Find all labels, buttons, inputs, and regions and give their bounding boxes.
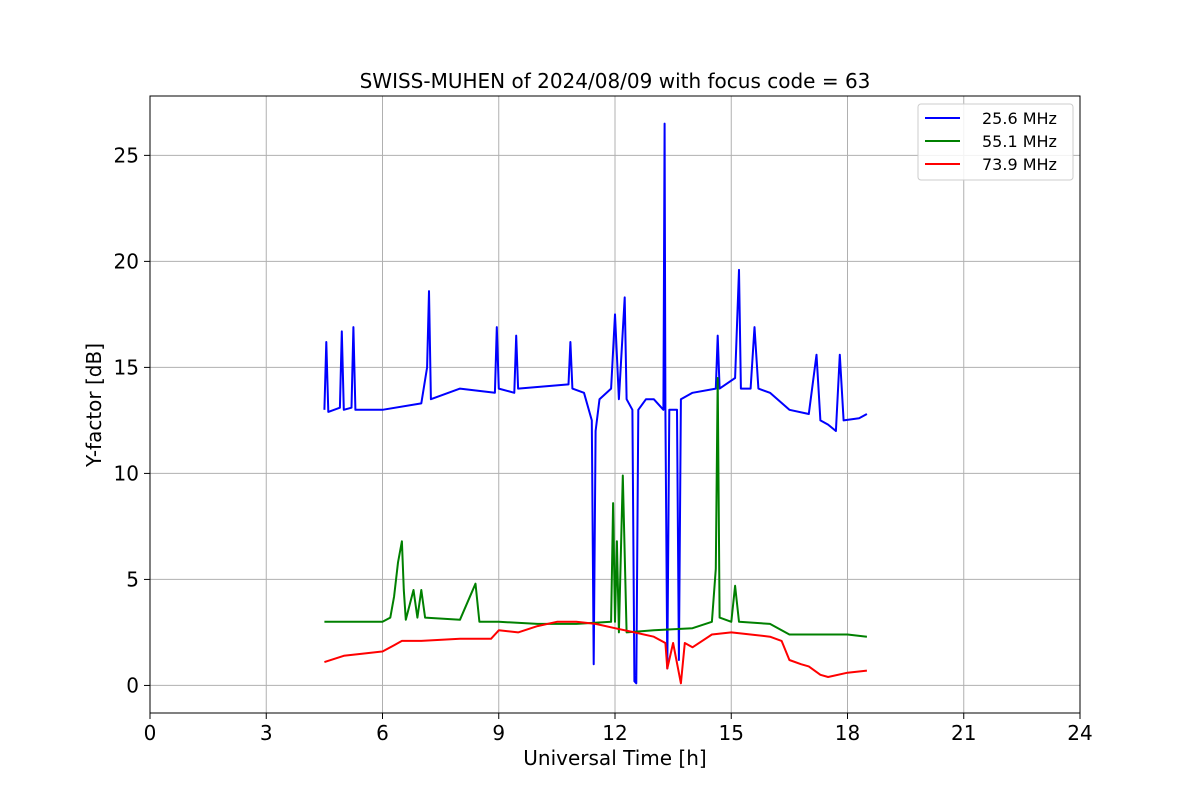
legend-label-2: 55.1 MHz [982, 132, 1057, 151]
x-axis-label: Universal Time [h] [523, 746, 706, 770]
x-tick-label: 18 [835, 721, 860, 745]
x-tick-label: 12 [602, 721, 627, 745]
y-axis-label: Y-factor [dB] [82, 343, 106, 468]
legend-label-1: 25.6 MHz [982, 109, 1057, 128]
series-line-1 [323, 122, 868, 685]
y-tick-label: 25 [114, 143, 139, 167]
y-tick-label: 15 [114, 355, 139, 379]
legend-box [917, 103, 1074, 181]
x-tick-label: 9 [492, 721, 505, 745]
x-tick-label: 3 [260, 721, 273, 745]
chart-title: SWISS-MUHEN of 2024/08/09 with focus cod… [360, 69, 871, 93]
x-tick-label: 21 [951, 721, 976, 745]
axis-ticks: 0 3 6 9 12 15 18 21 24 0 5 10 15 20 25 [114, 143, 1093, 745]
x-tick-label: 0 [144, 721, 157, 745]
legend-label-3: 73.9 MHz [982, 155, 1057, 174]
series-line-2 [324, 377, 868, 638]
y-tick-label: 5 [126, 567, 139, 591]
y-tick-label: 20 [114, 249, 139, 273]
x-tick-label: 15 [719, 721, 744, 745]
x-tick-label: 24 [1067, 721, 1092, 745]
y-tick-label: 0 [126, 673, 139, 697]
y-tick-label: 10 [114, 461, 139, 485]
legend: 25.6 MHz 55.1 MHz 73.9 MHz [917, 103, 1074, 181]
x-tick-label: 6 [376, 721, 389, 745]
plot-series [323, 122, 868, 685]
series-line-3 [324, 620, 868, 685]
